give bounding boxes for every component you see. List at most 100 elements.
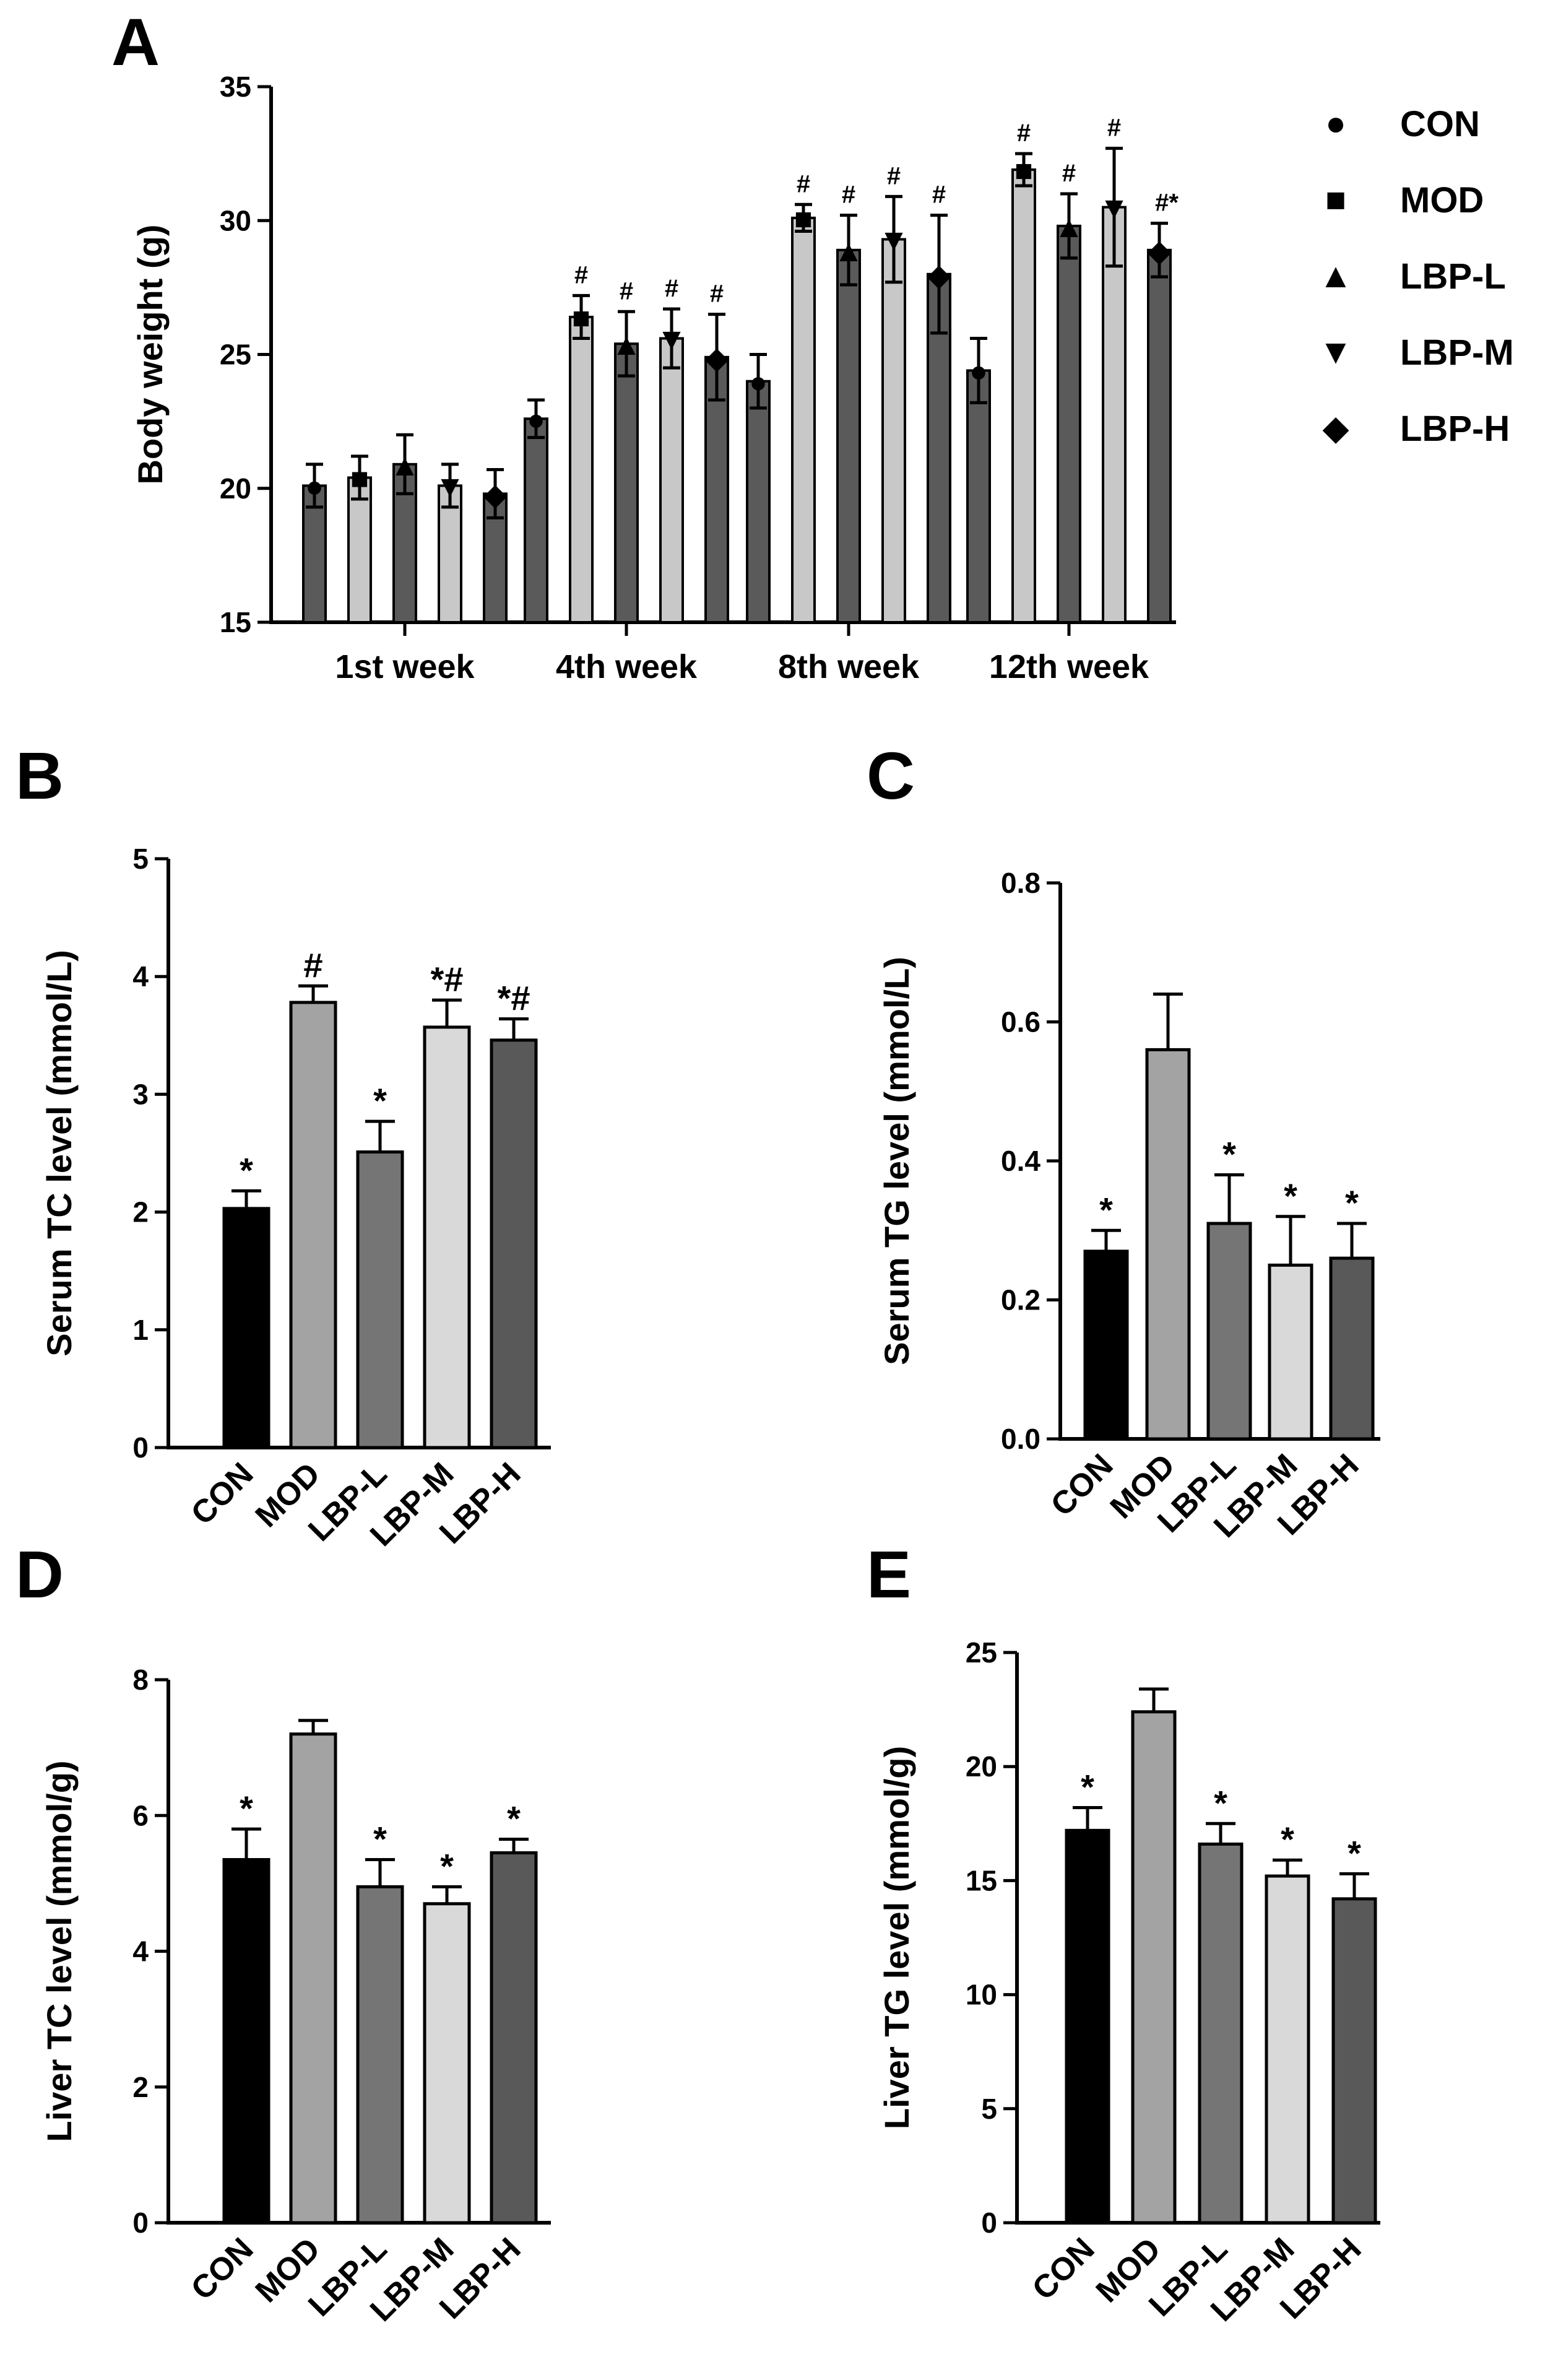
bar [746,380,771,623]
y-tick-label: 20 [220,472,251,505]
data-marker: ● [749,365,768,399]
legend-marker: ● [1325,103,1346,142]
x-tick-label: CON [1026,2231,1102,2307]
data-marker: ▲ [389,448,420,482]
data-marker: ■ [794,201,813,236]
bar [1011,168,1036,623]
data-marker: ◆ [927,258,951,292]
data-marker: ● [305,469,324,503]
y-tick-label: 5 [981,2093,997,2125]
bar [222,1858,270,2225]
bar [1145,1048,1191,1441]
y-tick-label: 0.4 [1001,1145,1040,1177]
bar [490,1851,538,2225]
bar [791,216,816,623]
y-tick-label: 35 [220,71,251,103]
data-marker: ◆ [705,341,729,375]
significance-label: * [1222,1134,1236,1173]
bar [881,238,906,623]
data-marker: ▼ [656,322,687,357]
data-marker: ▼ [1099,191,1130,225]
significance-label: * [373,1081,387,1120]
bar [614,342,639,623]
legend-label: LBP-M [1400,332,1514,373]
y-tick-label: 0.6 [1001,1006,1040,1038]
significance-label: *# [498,979,530,1018]
legend-label: CON [1400,104,1480,144]
y-tick-label: 3 [132,1078,149,1110]
y-tick-label: 0 [981,2207,997,2239]
y-axis-title: Serum TC level (mmol/L) [40,950,79,1357]
bar [836,248,861,623]
legend-marker: ▲ [1318,256,1352,295]
significance-label: # [665,275,678,302]
data-marker: ▼ [878,223,909,258]
bar [1131,1710,1177,2225]
y-tick-label: 8 [132,1664,149,1696]
bar [222,1207,270,1449]
bar [356,1150,404,1449]
bar [490,1038,538,1449]
y-tick-label: 25 [966,1636,997,1669]
y-tick-label: 25 [220,339,251,371]
panel-c-chart: 0.0 0.2 0.4 0.6 0.8 Serum TG level (mmol/L) C *… [867,738,1380,1545]
x-tick-label: CON [1044,1447,1120,1523]
significance-label: * [1348,1833,1361,1872]
bar [659,337,684,623]
significance-label: # [797,170,810,198]
data-marker: ▼ [435,469,465,503]
y-tick-label: 30 [220,204,251,237]
y-tick-label: 4 [132,960,149,992]
legend-label: MOD [1400,180,1484,220]
x-tick-label: 4th week [556,648,698,685]
significance-label: * [373,1820,387,1859]
x-tick-label: 12th week [989,648,1149,685]
data-marker: ● [969,354,988,388]
y-tick-label: 0.0 [1001,1423,1040,1455]
bar [569,315,594,623]
significance-label: *# [431,960,464,999]
panel-letter: D [15,1537,64,1612]
data-marker: ▲ [833,233,864,268]
y-tick-label: 2 [132,1196,149,1228]
bar [1329,1256,1375,1441]
bar [1206,1222,1252,1441]
y-tick-label: 0 [132,2207,149,2239]
significance-label: # [710,280,724,308]
y-tick-label: 6 [132,1799,149,1831]
significance-label: * [1099,1190,1113,1229]
significance-label: # [842,181,855,209]
data-marker: ◆ [1148,233,1172,268]
significance-label: #* [1155,189,1179,217]
bar [1065,1828,1110,2225]
y-tick-label: 20 [966,1750,997,1783]
y-tick-label: 0 [132,1431,149,1464]
significance-label: # [574,261,588,289]
legend-marker: ◆ [1322,408,1349,447]
x-tick-label: CON [184,2231,261,2307]
data-marker: ▲ [1053,209,1084,244]
legend-label: LBP-L [1400,256,1506,297]
panel-a-chart: 15 20 25 30 35 Body weight (g) A ● ■ ▲ ▼ ◆ 1st week ●… [111,4,1514,685]
y-tick-label: 15 [966,1864,997,1896]
panel-letter: B [15,738,64,813]
data-marker: ● [527,402,545,436]
bar [423,1902,471,2225]
data-marker: ■ [350,461,369,495]
bar [1198,1842,1244,2225]
bar [524,417,548,623]
bar [966,369,991,623]
y-axis-title: Body weight (g) [131,225,170,485]
significance-label: * [240,1150,253,1189]
significance-label: # [1062,160,1076,187]
legend: ● CON ■ MOD ▲ LBP-L ▼ LBP-M ◆ LBP-H [1318,103,1513,449]
significance-label: # [303,945,322,984]
y-tick-label: 0.2 [1001,1284,1040,1316]
panel-letter: E [867,1537,911,1612]
bar [1102,206,1127,623]
legend-marker: ■ [1325,180,1346,219]
significance-label: # [932,181,946,209]
